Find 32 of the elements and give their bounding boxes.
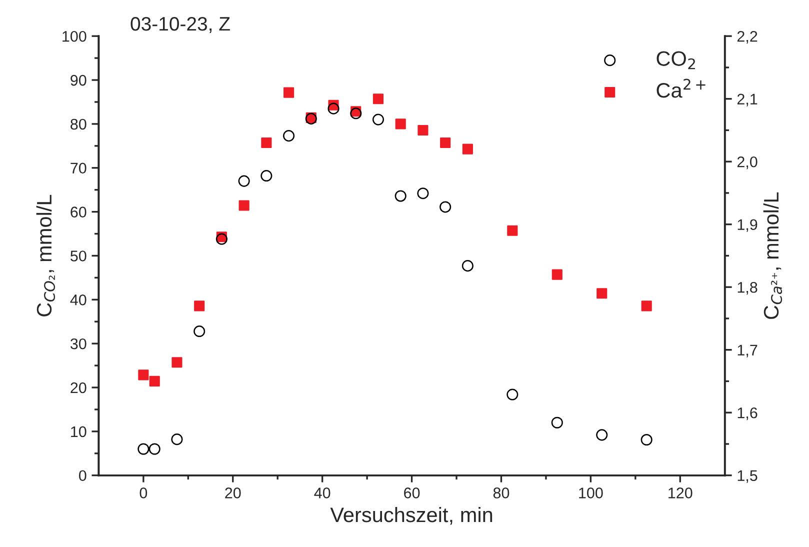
y2-axis-title: C$_{Ca²⁺}$, mmol/L: [763, 192, 782, 319]
y2-tick-label: 2,1: [737, 94, 758, 106]
x-axis-title: Versuchszeit, min: [330, 506, 492, 525]
x-tick-label: 100: [579, 488, 603, 498]
y-tick-label: 100: [62, 30, 86, 42]
y-tick-label: 70: [70, 162, 86, 174]
y2-tick-label: 1,9: [738, 219, 758, 232]
y-tick-label: 0: [78, 470, 86, 482]
y2-tick-label: 1,7: [738, 344, 758, 358]
x-tick-label: 40: [314, 488, 330, 498]
y2-tick-label: 1,8: [738, 282, 758, 295]
y2-tick-label: 2,0: [737, 156, 758, 170]
y-tick-label: 80: [70, 118, 86, 130]
legend-label: Ca$^{2+}$: [656, 78, 706, 98]
y-tick-label: 20: [70, 382, 86, 394]
y-tick-label: 40: [70, 294, 86, 306]
y-tick-label: 10: [71, 426, 86, 438]
x-tick-label: 20: [225, 488, 241, 498]
y-tick-label: 60: [70, 206, 86, 218]
x-tick-label: 60: [404, 488, 420, 498]
y-tick-label: 90: [70, 74, 86, 86]
y-tick-label: 30: [70, 338, 86, 350]
x-tick-label: 120: [668, 488, 692, 498]
x-tick-label: 80: [493, 488, 510, 498]
chart-title: 03-10-23, Z: [130, 16, 230, 34]
y-axis-title: C$_{CO₂}$, mmol/L: [36, 194, 56, 316]
y2-tick-label: 2,2: [737, 30, 758, 44]
y2-tick-label: 1,5: [738, 470, 758, 483]
x-tick-label: 0: [140, 488, 148, 498]
y-tick-label: 50: [70, 250, 86, 262]
legend-label: CO$_{2}$: [656, 51, 695, 70]
y2-tick-label: 1,6: [738, 407, 758, 420]
